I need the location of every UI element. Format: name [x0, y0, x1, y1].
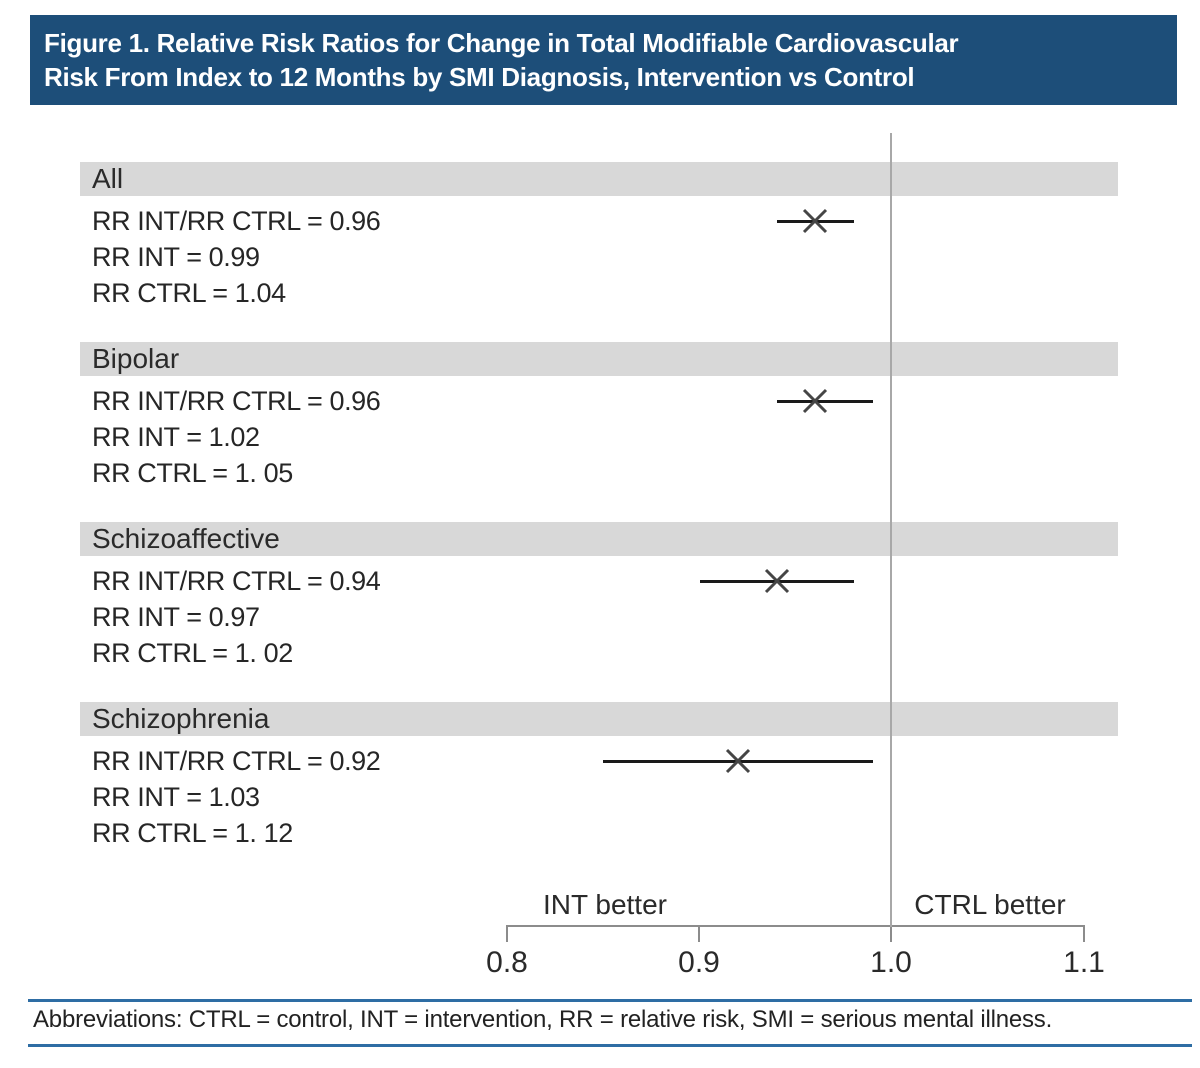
- figure-title-line2: Risk From Index to 12 Months by SMI Diag…: [44, 62, 915, 92]
- figure-title-bar: Figure 1. Relative Risk Ratios for Chang…: [30, 15, 1177, 105]
- axis-tick-0.8: [506, 925, 508, 942]
- abbreviations-text: Abbreviations: CTRL = control, INT = int…: [33, 1006, 1053, 1033]
- group-banner: All: [80, 162, 1118, 196]
- group-all: All RR INT/RR CTRL = 0.96 RR INT = 0.99 …: [80, 162, 1118, 311]
- group-banner: Schizophrenia: [80, 702, 1118, 736]
- stat-line: RR INT = 1.03: [92, 782, 260, 812]
- group-schizophrenia: Schizophrenia RR INT/RR CTRL = 0.92 RR I…: [80, 702, 1118, 851]
- group-bipolar: Bipolar RR INT/RR CTRL = 0.96 RR INT = 1…: [80, 342, 1118, 491]
- axis-tick-1.1: [1083, 925, 1085, 942]
- footer-rule-top: [28, 999, 1192, 1002]
- footer-rule-bottom: [28, 1044, 1192, 1047]
- group-banner: Bipolar: [80, 342, 1118, 376]
- tick-label-1.0: 1.0: [870, 946, 912, 979]
- ci-line: [776, 400, 874, 403]
- reference-line: [890, 133, 892, 927]
- direction-label-left: INT better: [543, 889, 667, 920]
- stat-line: RR INT = 0.99: [92, 242, 260, 272]
- stat-line: RR INT/RR CTRL = 0.96: [92, 206, 381, 236]
- tick-label-1.1: 1.1: [1063, 946, 1105, 979]
- group-schizoaffective: Schizoaffective RR INT/RR CTRL = 0.94 RR…: [80, 522, 1118, 671]
- figure-title-line1: Figure 1. Relative Risk Ratios for Chang…: [44, 28, 959, 58]
- x-axis-line: [506, 925, 1085, 927]
- axis-tick-1.0: [890, 925, 892, 942]
- group-banner: Schizoaffective: [80, 522, 1118, 556]
- stat-line: RR CTRL = 1. 02: [92, 638, 293, 668]
- stat-line: RR INT = 0.97: [92, 602, 260, 632]
- tick-label-0.8: 0.8: [486, 946, 528, 979]
- stat-line: RR INT/RR CTRL = 0.94: [92, 566, 381, 596]
- group-label: Bipolar: [92, 343, 180, 374]
- group-label: All: [92, 163, 124, 194]
- stat-line: RR CTRL = 1. 05: [92, 458, 293, 488]
- group-stats: RR INT/RR CTRL = 0.94 RR INT = 0.97 RR C…: [80, 556, 1118, 671]
- stat-line: RR INT/RR CTRL = 0.96: [92, 386, 381, 416]
- group-stats: RR INT/RR CTRL = 0.96 RR INT = 0.99 RR C…: [80, 196, 1118, 311]
- axis-tick-0.9: [698, 925, 700, 942]
- stat-line: RR INT = 1.02: [92, 422, 260, 452]
- stat-line: RR INT/RR CTRL = 0.92: [92, 746, 381, 776]
- direction-label-right: CTRL better: [914, 889, 1066, 920]
- group-label: Schizophrenia: [92, 703, 270, 734]
- stat-line: RR CTRL = 1. 12: [92, 818, 293, 848]
- tick-label-0.9: 0.9: [678, 946, 720, 979]
- group-stats: RR INT/RR CTRL = 0.96 RR INT = 1.02 RR C…: [80, 376, 1118, 491]
- group-stats: RR INT/RR CTRL = 0.92 RR INT = 1.03 RR C…: [80, 736, 1118, 851]
- group-label: Schizoaffective: [92, 523, 280, 554]
- stat-line: RR CTRL = 1.04: [92, 278, 286, 308]
